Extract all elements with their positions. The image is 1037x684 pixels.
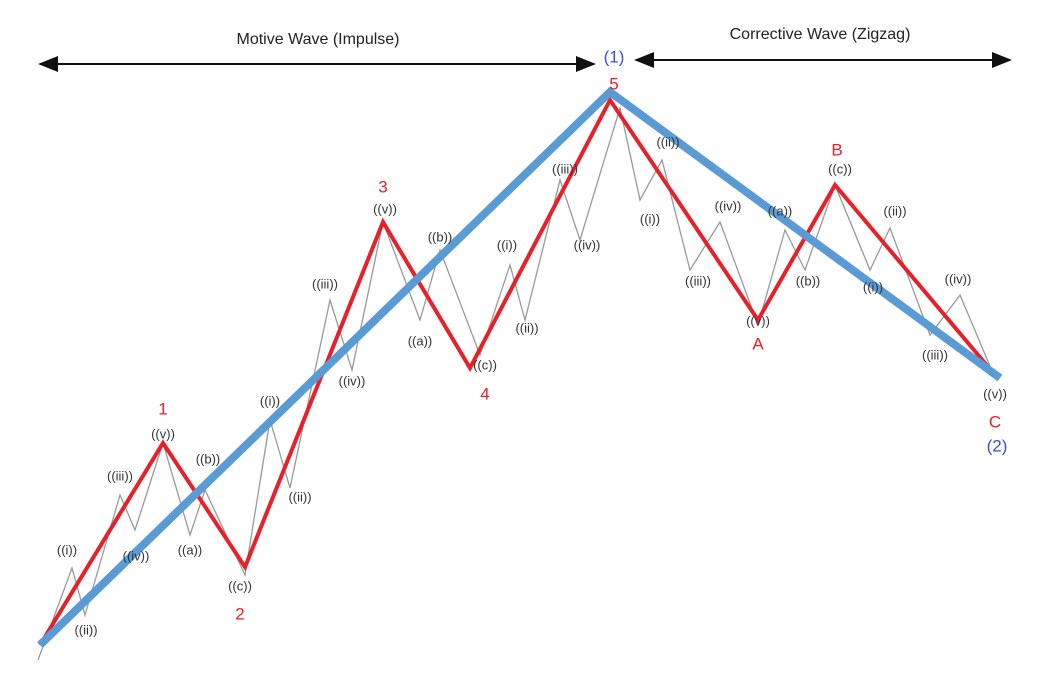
sub-wave-label: ((a)) (408, 333, 433, 348)
sub-wave-label: ((iv)) (574, 237, 601, 252)
sub-wave-label: ((iii)) (685, 273, 711, 288)
minor-wave-path (37, 105, 996, 661)
sub-wave-label: ((b)) (196, 451, 221, 466)
sub-wave-label: ((i)) (863, 279, 883, 294)
sub-wave-label: ((iii)) (552, 161, 578, 176)
sub-wave-label: ((iii)) (922, 347, 948, 362)
sub-wave-label: ((v)) (151, 426, 175, 441)
wave-label: 4 (480, 384, 489, 403)
wave-label: 2 (235, 604, 244, 623)
sub-wave-label: ((ii)) (515, 320, 538, 335)
sub-wave-label: ((v)) (983, 386, 1007, 401)
sub-wave-label: ((i)) (497, 237, 517, 252)
sub-wave-label: ((b)) (796, 273, 821, 288)
sub-wave-label: ((ii)) (883, 203, 906, 218)
sub-wave-label: ((iii)) (107, 468, 133, 483)
sub-wave-label: ((iv)) (945, 271, 972, 286)
wave-label: B (831, 140, 842, 159)
wave-label: 3 (378, 177, 387, 196)
sub-wave-label: ((iv)) (339, 373, 366, 388)
motive-header: Motive Wave (Impulse) (237, 31, 400, 48)
wave-label: 1 (158, 399, 167, 418)
sub-wave-label: ((b)) (428, 229, 453, 244)
wave-label: A (752, 334, 764, 353)
intermediate-wave-path (38, 96, 997, 647)
sub-wave-label: ((c)) (473, 357, 497, 372)
primary-label: (1) (604, 47, 625, 66)
wave-label: 5 (609, 74, 618, 93)
sub-wave-label: ((i)) (57, 542, 77, 557)
primary-label: (2) (987, 436, 1008, 455)
sub-wave-label: ((c)) (228, 578, 252, 593)
sub-wave-label: ((c)) (828, 161, 852, 176)
sub-wave-label: ((a)) (768, 203, 793, 218)
primary-wave-path (37, 86, 1003, 648)
sub-wave-label: ((ii)) (288, 489, 311, 504)
sub-wave-label: ((ii)) (656, 134, 679, 149)
sub-wave-label: ((v)) (373, 201, 397, 216)
sub-wave-label: ((iv)) (715, 198, 742, 213)
sub-wave-label: ((i)) (260, 393, 280, 408)
sub-wave-label: ((i)) (640, 211, 660, 226)
sub-wave-label: ((ii)) (74, 622, 97, 637)
corrective-header: Corrective Wave (Zigzag) (730, 26, 911, 43)
sub-labels: ((i)) ((ii)) ((iii)) ((iv)) ((v)) ((a)) ((b)) (… (57, 134, 1007, 637)
sub-wave-label: ((v)) (746, 313, 770, 328)
wave-label: C (989, 412, 1001, 431)
sub-wave-label: ((iv)) (123, 548, 150, 563)
sub-wave-label: ((a)) (178, 542, 203, 557)
sub-wave-label: ((iii)) (312, 276, 338, 291)
